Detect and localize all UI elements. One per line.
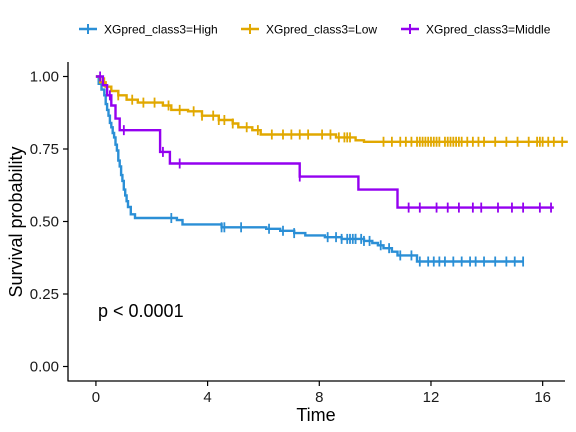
x-tick-label: 8 — [315, 389, 323, 406]
curve-high — [95, 75, 525, 267]
y-tick-label: 1.00 — [30, 69, 59, 86]
survival-line-high — [95, 75, 524, 263]
y-ticks: 0.00 0.25 0.50 0.75 1.00 — [30, 69, 68, 376]
y-tick-label: 0.75 — [30, 141, 59, 158]
y-tick-label: 0.25 — [30, 286, 59, 303]
survival-curves — [95, 71, 568, 267]
legend-item-high: XGpred_class3=High — [79, 23, 218, 37]
p-value-annotation: p < 0.0001 — [98, 301, 184, 321]
x-tick-label: 0 — [92, 389, 100, 406]
y-tick-label: 0.50 — [30, 214, 59, 231]
legend-label-high: XGpred_class3=High — [104, 23, 218, 37]
x-ticks: 0 4 8 12 16 — [92, 381, 551, 406]
survival-line-low — [95, 75, 568, 143]
survival-line-middle — [95, 75, 554, 209]
legend-label-low: XGpred_class3=Low — [266, 23, 377, 37]
y-axis-title: Survival probability — [6, 146, 26, 297]
legend: XGpred_class3=High XGpred_class3=Low XGp… — [79, 23, 551, 37]
legend-item-low: XGpred_class3=Low — [241, 23, 377, 37]
x-tick-label: 4 — [203, 389, 211, 406]
x-tick-label: 16 — [534, 389, 551, 406]
x-tick-label: 12 — [423, 389, 440, 406]
curve-low — [95, 75, 568, 147]
legend-label-middle: XGpred_class3=Middle — [426, 23, 551, 37]
y-tick-label: 0.00 — [30, 359, 59, 376]
legend-item-middle: XGpred_class3=Middle — [401, 23, 551, 37]
x-axis-title: Time — [296, 405, 335, 425]
curve-middle — [95, 71, 554, 213]
